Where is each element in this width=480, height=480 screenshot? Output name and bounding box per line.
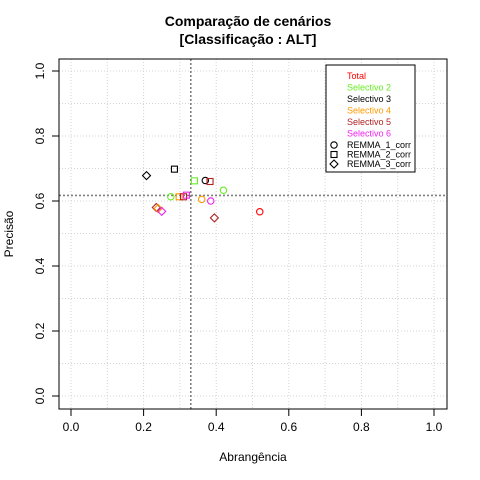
legend-box <box>325 64 416 173</box>
data-point <box>156 206 167 217</box>
data-point <box>201 176 210 185</box>
legend-entry: REMMA_1_corr <box>347 140 411 150</box>
x-tick-label: 0.4 <box>208 420 225 434</box>
y-tick-label: 0.6 <box>33 192 47 209</box>
y-tick-label: 0.4 <box>33 257 47 274</box>
data-point <box>167 193 175 201</box>
y-axis-label: Precisão <box>2 210 16 257</box>
data-point <box>141 170 152 181</box>
data-point <box>206 177 214 186</box>
legend-marker <box>330 141 338 149</box>
legend-marker <box>330 150 338 159</box>
y-tick-label: 0.8 <box>33 127 47 144</box>
legend-entry: REMMA_3_corr <box>347 159 411 169</box>
x-tick-label: 1.0 <box>426 420 443 434</box>
data-point <box>219 186 228 195</box>
legend-entry: Selectivo 2 <box>347 83 391 93</box>
data-points <box>141 165 264 223</box>
x-tick-label: 0.2 <box>135 420 152 434</box>
data-point <box>207 197 215 205</box>
reference-lines <box>59 59 447 409</box>
x-tick-label: 0.0 <box>63 420 80 434</box>
axes: 0.0 0.0 0.2 0.2 0.4 0.4 0.6 0.6 0.8 0.8 1.0 1.0 <box>33 62 443 434</box>
data-point <box>190 177 198 185</box>
legend-entry: Total <box>347 71 366 81</box>
x-axis-label: Abrangência <box>219 450 287 464</box>
legend-entry: REMMA_2_corr <box>347 150 411 160</box>
x-tick-label: 0.6 <box>280 420 297 434</box>
legend-entry: Selectivo 4 <box>347 106 391 116</box>
legend-entry: Selectivo 5 <box>347 117 391 127</box>
data-point <box>182 191 190 199</box>
data-point <box>170 165 179 173</box>
chart-title: Comparação de cenários <box>165 13 332 29</box>
chart-subtitle: [Classificação : ALT] <box>180 31 317 47</box>
legend-entry: Selectivo 3 <box>347 94 391 104</box>
y-tick-label: 0.0 <box>33 387 47 404</box>
data-point <box>175 193 183 201</box>
legend-marker <box>329 159 339 169</box>
data-point <box>197 195 206 204</box>
legend-entry: Selectivo 6 <box>347 129 391 139</box>
data-point <box>151 202 162 213</box>
grid <box>59 59 447 409</box>
data-point <box>209 213 220 223</box>
y-tick-label: 0.2 <box>33 322 47 339</box>
y-tick-label: 1.0 <box>33 62 47 79</box>
x-tick-label: 0.8 <box>353 420 370 434</box>
data-point <box>256 207 264 216</box>
